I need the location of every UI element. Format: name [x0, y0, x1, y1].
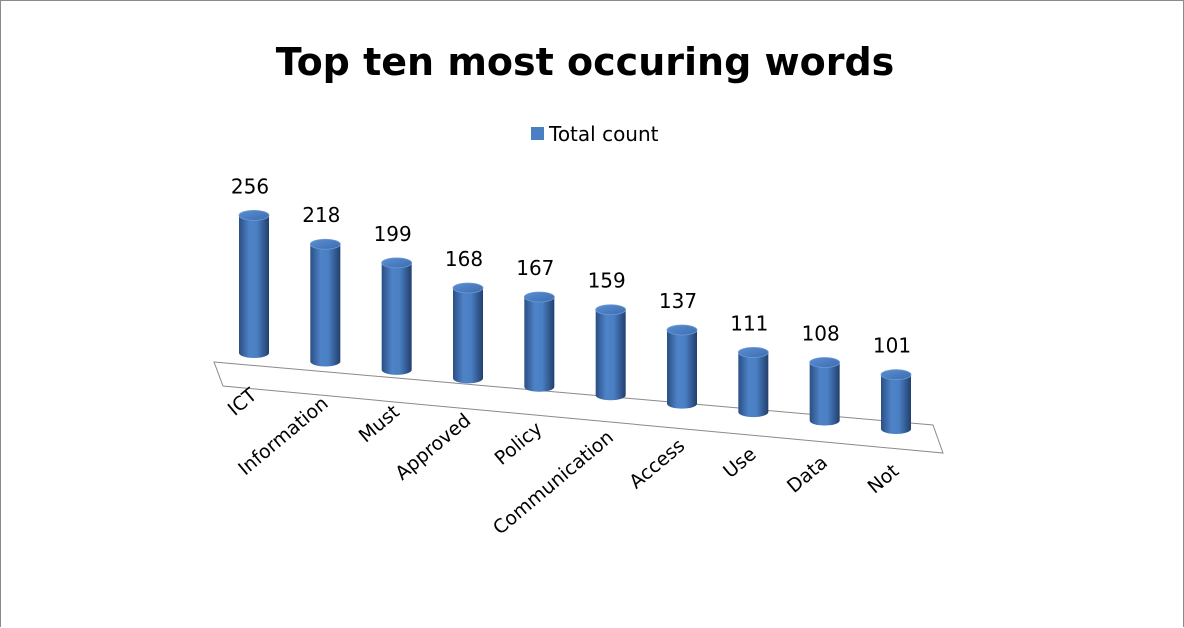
bar [309, 238, 341, 367]
bar [880, 369, 912, 434]
category-label: Policy [491, 418, 547, 470]
bar-top [523, 291, 555, 303]
value-label: 167 [516, 256, 554, 280]
value-label: 101 [873, 334, 911, 358]
bar-body [453, 287, 483, 384]
bar-top [737, 347, 769, 358]
bar [595, 304, 627, 401]
category-label: Must [355, 401, 404, 447]
bar-body [310, 244, 341, 367]
category-label: Not [864, 460, 904, 498]
value-label: 168 [445, 247, 483, 271]
bar-top [452, 282, 484, 294]
bar-top [381, 257, 413, 269]
bar [381, 257, 413, 375]
bar-top [595, 304, 627, 316]
legend-swatch [531, 127, 544, 140]
bar-body [595, 309, 626, 401]
bars-group [238, 209, 912, 434]
bar-body [239, 215, 269, 358]
bar-body [809, 362, 840, 426]
bar [523, 291, 555, 392]
legend: Total count [531, 122, 659, 146]
value-label: 218 [302, 203, 340, 227]
bar-top [309, 238, 341, 250]
bar [737, 347, 769, 418]
category-label: Data [783, 452, 832, 498]
bar [452, 282, 484, 384]
bar-top [809, 357, 841, 368]
bar-body [667, 330, 697, 409]
category-label: Use [719, 443, 760, 483]
category-label: Approved [391, 409, 475, 484]
bar-body [381, 262, 412, 375]
category-label: Access [625, 435, 689, 494]
chart-title: Top ten most occuring words [276, 40, 895, 84]
bar-body [881, 374, 911, 434]
value-label: 159 [588, 269, 626, 293]
bar [666, 324, 698, 409]
bar-body [738, 352, 769, 418]
bar [238, 209, 270, 358]
bar [809, 357, 841, 426]
value-label: 108 [802, 321, 840, 345]
bar-top [238, 209, 270, 221]
value-label: 199 [374, 222, 412, 246]
bar-top [666, 324, 698, 336]
value-labels-group: 256 218 199 168 167 159 137 111 108 101 [231, 174, 911, 357]
value-label: 256 [231, 174, 269, 198]
value-label: 137 [659, 289, 697, 313]
value-label: 111 [730, 311, 768, 335]
legend-label: Total count [548, 122, 659, 146]
bar-body [524, 296, 555, 392]
bar-top [880, 369, 912, 381]
